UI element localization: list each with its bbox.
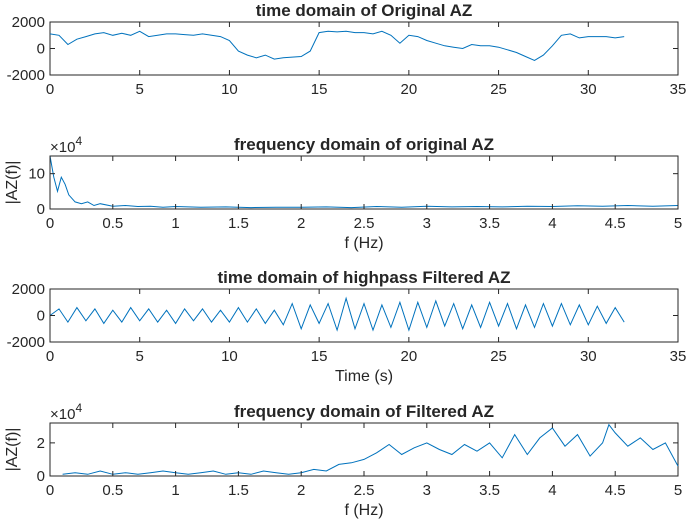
x-tick-label: 0: [46, 482, 54, 499]
y-tick-label: 2: [37, 435, 45, 452]
x-tick-label: 1.5: [228, 482, 249, 499]
x-tick-label: 35: [670, 81, 687, 98]
subplot-2: 0 0.5 1 1.5 2 2.5 3 3.5 4 4.5 5 0 10 frequency domain…: [4, 134, 682, 252]
y-tick-label: 10: [28, 166, 45, 183]
x-tick-label: 5: [674, 215, 682, 232]
x-tick-label: 3: [423, 215, 431, 232]
x-tick-label: 4.5: [605, 215, 626, 232]
x-tick-label: 10: [221, 348, 238, 365]
x-tick-label: 10: [221, 81, 238, 98]
x-tick-label: 20: [401, 81, 418, 98]
y-axis-label: |AZ(f)|: [4, 428, 21, 472]
x-tick-label: 25: [490, 81, 507, 98]
x-tick-label: 0.5: [102, 215, 123, 232]
chart-title: time domain of Original AZ: [256, 1, 473, 20]
y-exponent-label: ×104: [50, 134, 82, 156]
y-axis-label: |AZ(f)|: [4, 161, 21, 205]
x-tick-label: 1: [171, 215, 179, 232]
x-tick-label: 3.5: [479, 215, 500, 232]
x-axis-label: f (Hz): [344, 502, 383, 519]
y-tick-label: -2000: [7, 67, 45, 84]
x-axis-label: Time (s): [335, 368, 393, 385]
x-tick-label: 5: [136, 81, 144, 98]
series-line-1: [49, 30, 625, 61]
x-tick-label: 20: [401, 348, 418, 365]
series-line-1: [49, 296, 625, 332]
chart-title: frequency domain of Filtered AZ: [234, 402, 494, 421]
subplot-4: 0 0.5 1 1.5 2 2.5 3 3.5 4 4.5 5 0 2 frequency domain …: [4, 401, 682, 519]
x-tick-label: 35: [670, 348, 687, 365]
y-tick-label: 2000: [12, 14, 45, 31]
y-tick-label: 0: [37, 41, 45, 58]
x-tick-label: 0: [46, 81, 54, 98]
axes-box: [49, 21, 679, 76]
x-tick-label: 25: [490, 348, 507, 365]
x-tick-label: 30: [580, 348, 597, 365]
x-tick-label: 0: [46, 348, 54, 365]
x-tick-label: 2: [297, 482, 305, 499]
x-tick-label: 15: [311, 81, 328, 98]
x-tick-label: 30: [580, 81, 597, 98]
x-tick-label: 2.5: [354, 215, 375, 232]
y-tick-label: 0: [37, 308, 45, 325]
x-tick-label: 0: [46, 215, 54, 232]
x-tick-label: 4: [548, 482, 556, 499]
x-axis-label: f (Hz): [344, 235, 383, 252]
y-tick-label: -2000: [7, 334, 45, 351]
x-tick-label: 4.5: [605, 482, 626, 499]
y-tick-label: 0: [37, 201, 45, 218]
x-tick-label: 2.5: [354, 482, 375, 499]
x-tick-label: 3: [423, 482, 431, 499]
x-tick-label: 15: [311, 348, 328, 365]
axes-box: [49, 422, 679, 477]
x-tick-label: 2: [297, 215, 305, 232]
x-tick-label: 4: [548, 215, 556, 232]
chart-title: time domain of highpass Filtered AZ: [217, 268, 510, 287]
axes-box: [49, 155, 679, 210]
y-tick-label: 2000: [12, 281, 45, 298]
x-tick-label: 1.5: [228, 215, 249, 232]
x-tick-label: 5: [136, 348, 144, 365]
x-tick-label: 5: [674, 482, 682, 499]
x-tick-label: 0.5: [102, 482, 123, 499]
y-exponent-label: ×104: [50, 401, 82, 423]
y-tick-label: 0: [37, 468, 45, 485]
x-tick-label: 3.5: [479, 482, 500, 499]
series-line-1: [62, 423, 679, 475]
chart-title: frequency domain of original AZ: [234, 135, 494, 154]
x-tick-label: 1: [171, 482, 179, 499]
series-line-1: [49, 155, 679, 209]
